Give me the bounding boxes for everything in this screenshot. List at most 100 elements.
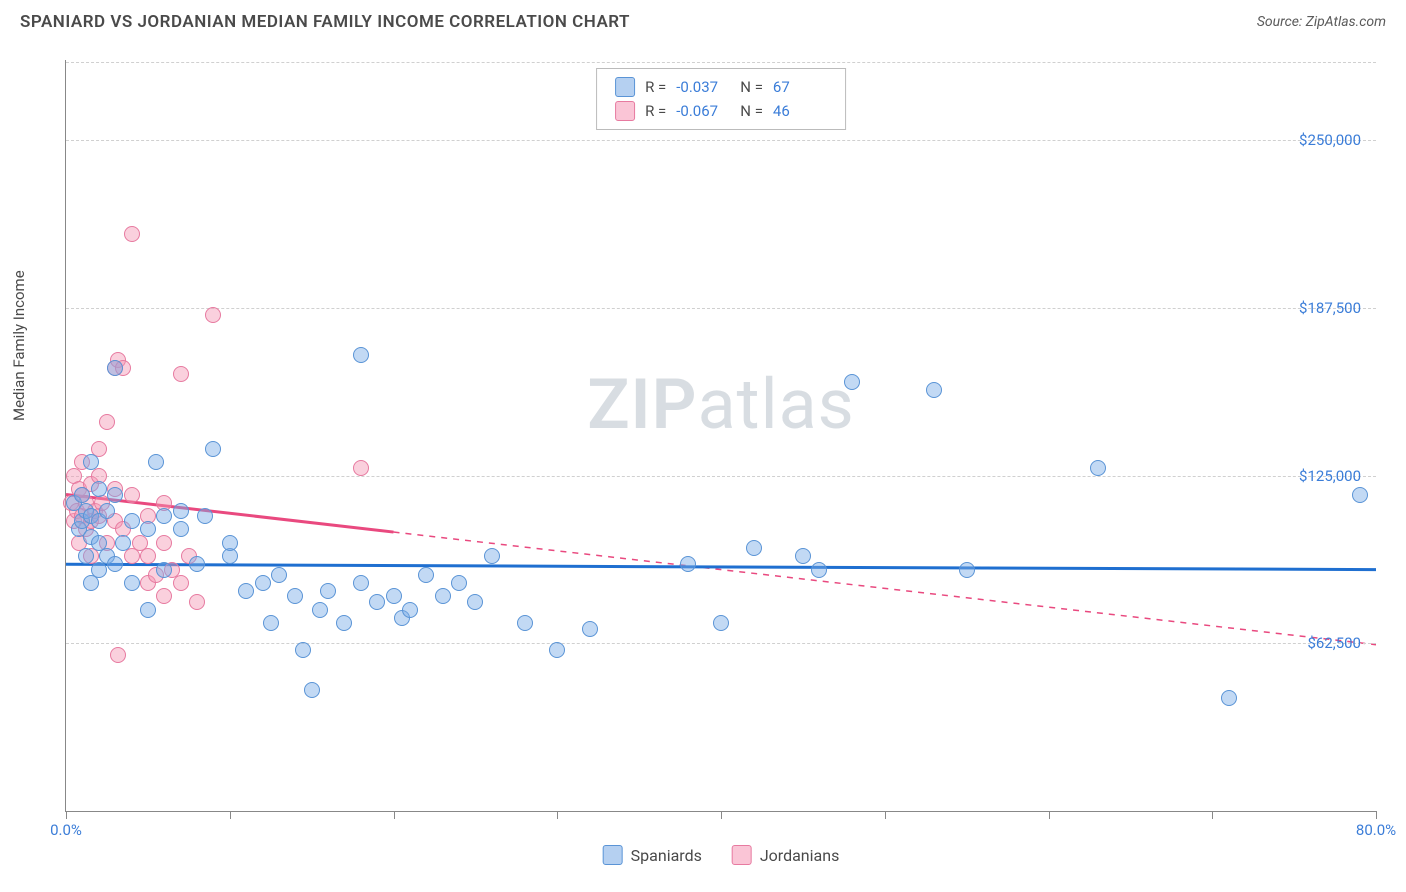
data-point	[124, 226, 140, 242]
data-point	[549, 642, 565, 658]
watermark-bold: ZIP	[587, 364, 697, 446]
data-point	[124, 575, 140, 591]
data-point	[107, 487, 123, 503]
r-value: -0.037	[676, 78, 730, 96]
legend-item: Jordanians	[732, 845, 839, 865]
series-legend: Spaniards Jordanians	[603, 845, 840, 865]
n-label: N =	[740, 78, 763, 96]
data-point	[435, 588, 451, 604]
data-point	[320, 583, 336, 599]
data-point	[811, 562, 827, 578]
watermark-rest: atlas	[698, 364, 855, 446]
data-point	[173, 366, 189, 382]
gridline	[66, 643, 1376, 644]
data-point	[197, 508, 213, 524]
data-point	[680, 556, 696, 572]
x-tick-label: 0.0%	[50, 821, 82, 839]
data-point	[312, 602, 328, 618]
data-point	[1090, 460, 1106, 476]
data-point	[1352, 487, 1368, 503]
trend-lines	[66, 60, 1376, 811]
gridline	[66, 308, 1376, 309]
legend-swatch	[732, 845, 752, 865]
data-point	[140, 521, 156, 537]
gridline	[66, 140, 1376, 141]
x-tick	[1376, 811, 1377, 819]
data-point	[844, 374, 860, 390]
r-label: R =	[645, 102, 666, 120]
data-point	[124, 513, 140, 529]
watermark: ZIPatlas	[587, 364, 855, 446]
legend-swatch	[615, 77, 635, 97]
x-tick	[66, 811, 67, 819]
data-point	[156, 535, 172, 551]
legend-label: Jordanians	[760, 846, 839, 865]
data-point	[173, 575, 189, 591]
data-point	[271, 567, 287, 583]
data-point	[99, 414, 115, 430]
chart-title: SPANIARD VS JORDANIAN MEDIAN FAMILY INCO…	[20, 12, 630, 32]
data-point	[74, 487, 90, 503]
data-point	[140, 602, 156, 618]
data-point	[173, 503, 189, 519]
data-point	[517, 615, 533, 631]
stats-legend-row: R =-0.037N =67	[615, 75, 827, 99]
data-point	[336, 615, 352, 631]
gridline	[66, 476, 1376, 477]
data-point	[467, 594, 483, 610]
data-point	[78, 548, 94, 564]
data-point	[386, 588, 402, 604]
x-tick	[721, 811, 722, 819]
data-point	[189, 594, 205, 610]
r-value: -0.067	[676, 102, 730, 120]
data-point	[255, 575, 271, 591]
data-point	[124, 487, 140, 503]
data-point	[713, 615, 729, 631]
data-point	[451, 575, 467, 591]
stats-legend-row: R =-0.067N =46	[615, 99, 827, 123]
data-point	[959, 562, 975, 578]
data-point	[484, 548, 500, 564]
data-point	[205, 307, 221, 323]
data-point	[238, 583, 254, 599]
data-point	[173, 521, 189, 537]
data-point	[287, 588, 303, 604]
data-point	[402, 602, 418, 618]
x-tick	[230, 811, 231, 819]
x-tick	[394, 811, 395, 819]
data-point	[746, 540, 762, 556]
gridline	[66, 62, 1376, 63]
y-tick-label: $125,000	[1299, 467, 1361, 485]
x-tick	[1049, 811, 1050, 819]
x-tick	[885, 811, 886, 819]
data-point	[107, 360, 123, 376]
data-point	[140, 548, 156, 564]
data-point	[91, 481, 107, 497]
legend-swatch	[615, 101, 635, 121]
y-tick-label: $62,500	[1307, 634, 1361, 652]
data-point	[353, 347, 369, 363]
n-value: 46	[773, 102, 827, 120]
data-point	[115, 535, 131, 551]
data-point	[353, 460, 369, 476]
data-point	[353, 575, 369, 591]
data-point	[369, 594, 385, 610]
data-point	[222, 535, 238, 551]
data-point	[107, 556, 123, 572]
legend-swatch	[603, 845, 623, 865]
x-tick	[1212, 811, 1213, 819]
data-point	[156, 508, 172, 524]
r-label: R =	[645, 78, 666, 96]
data-point	[304, 682, 320, 698]
data-point	[99, 503, 115, 519]
data-point	[295, 642, 311, 658]
plot-area: ZIPatlas R =-0.037N =67R =-0.067N =46 Sp…	[65, 60, 1376, 812]
data-point	[156, 562, 172, 578]
legend-item: Spaniards	[603, 845, 702, 865]
x-tick-label: 80.0%	[1356, 821, 1396, 839]
data-point	[1221, 690, 1237, 706]
data-point	[189, 556, 205, 572]
data-point	[795, 548, 811, 564]
data-point	[83, 454, 99, 470]
y-tick-label: $250,000	[1299, 131, 1361, 149]
